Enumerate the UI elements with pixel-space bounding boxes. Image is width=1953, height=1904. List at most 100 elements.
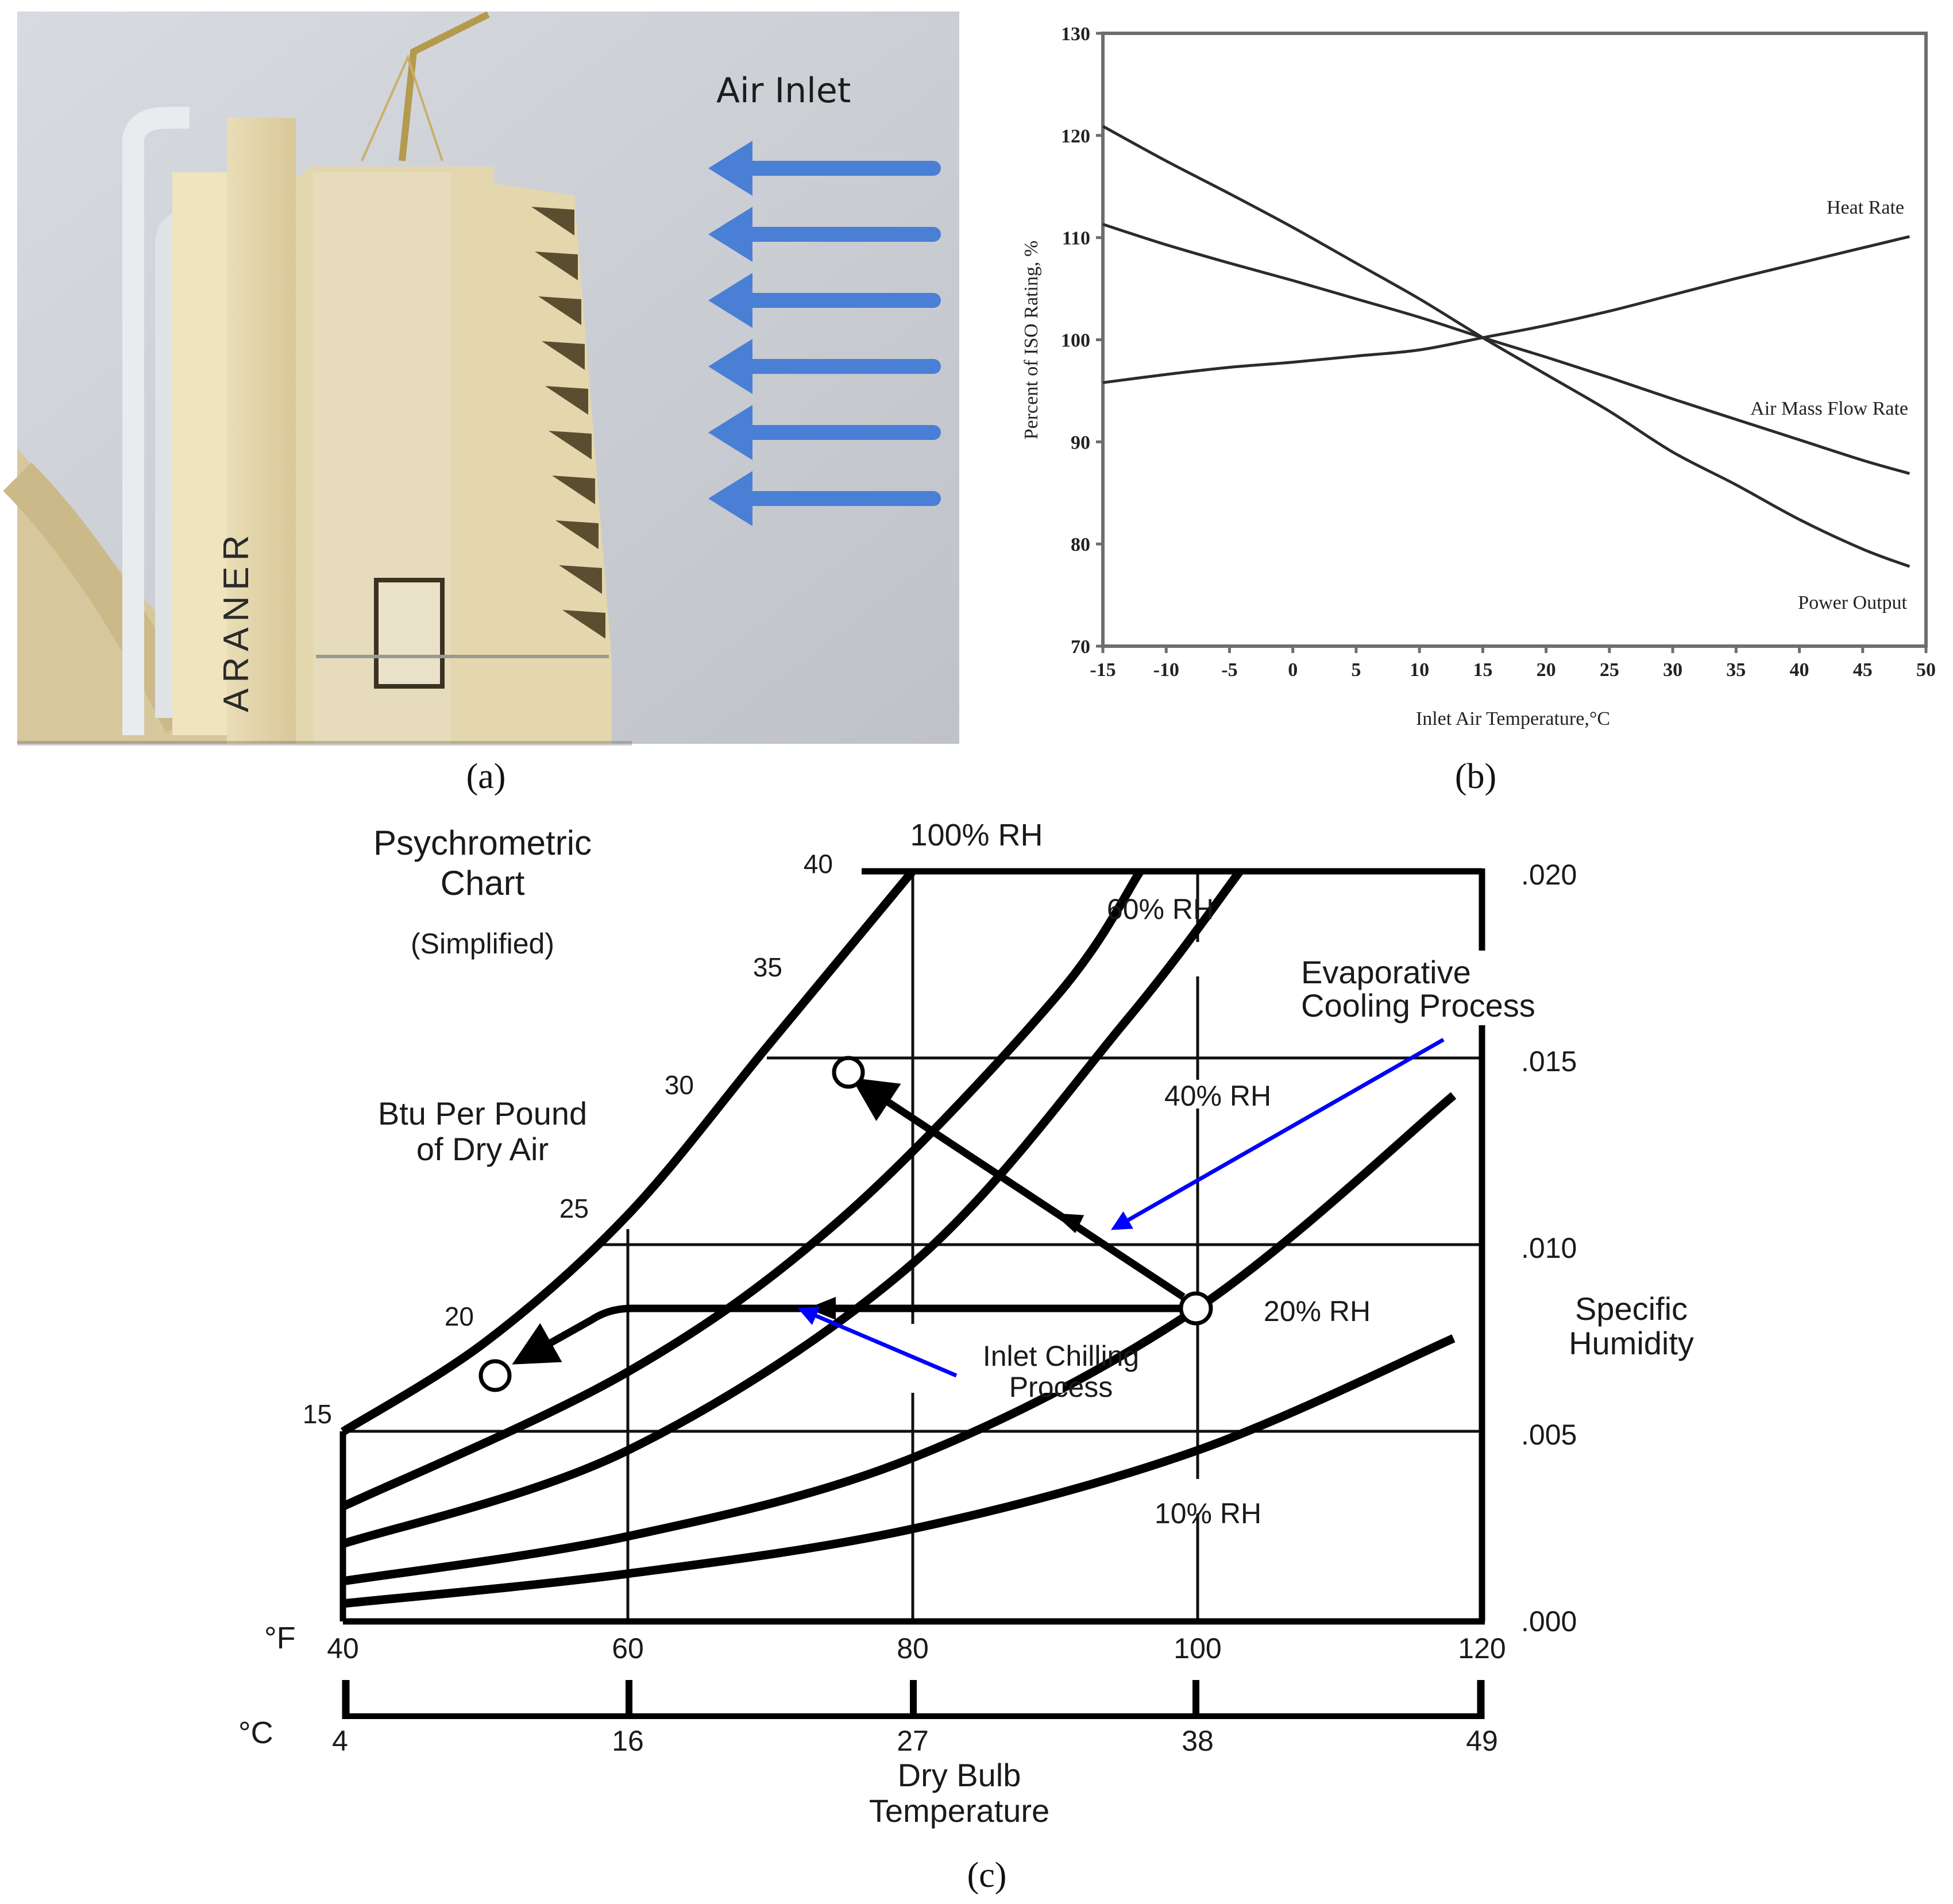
louver-shadow [535, 252, 578, 280]
side-column [172, 172, 230, 735]
x-tick-label: 15 [1473, 659, 1492, 681]
psych-subtitle: (Simplified) [411, 928, 554, 960]
panel-a-photo: ARANER Air Inlet [3, 11, 959, 746]
enthalpy-tick-35: 35 [753, 952, 782, 982]
c-tick-16: 16 [612, 1725, 644, 1757]
rh-label-20: 20% RH [1264, 1295, 1371, 1327]
crane-cables [361, 54, 443, 161]
x-tick-label: 5 [1351, 659, 1361, 681]
x-tick-label: -10 [1153, 659, 1179, 681]
label-air-mass-flow-rate: Air Mass Flow Rate [1750, 398, 1908, 419]
inlet-arrow-head-icon [708, 141, 752, 196]
x-tick-label: 25 [1600, 659, 1619, 681]
inlet-arrow-head-icon [708, 273, 752, 328]
series-power-output [1102, 125, 1910, 568]
series-air-mass-flow-rate [1102, 223, 1910, 475]
vertical-pipe-1 [122, 107, 190, 735]
evaporative-cooling-process-line [851, 1077, 1186, 1300]
chart-b-y-axis-label: Percent of ISO Rating, % [1021, 241, 1042, 440]
psych-title-line1: Psychrometric [373, 824, 592, 862]
evap-mid-arrow-icon [1053, 1213, 1084, 1234]
inlet-louvers [531, 207, 605, 639]
f-tick-100: 100 [1174, 1632, 1221, 1664]
evap-label-line2: Cooling Process [1301, 987, 1535, 1024]
electrical-box [374, 578, 445, 689]
rh-curve-10 [342, 1334, 1456, 1608]
y-tick-label: 110 [1062, 228, 1090, 249]
unit-fahrenheit: °F [264, 1621, 296, 1655]
louver-shadow [555, 520, 599, 549]
f-tick-60: 60 [612, 1632, 644, 1664]
psych-frame [339, 868, 1485, 1625]
c-tick-38: 38 [1182, 1725, 1214, 1757]
chart-b-y-ticks: 70 80 90 100 110 120 130 [1061, 24, 1103, 658]
rh-curve-40 [341, 868, 1244, 1548]
caption-b: (b) [1455, 757, 1496, 796]
railing [316, 655, 609, 658]
chart-b-iso-rating: 70 80 90 100 110 120 130 -15 -10 -5 0 5 10 15 20 25 30 3… [1021, 24, 1936, 729]
tower-left-section [227, 118, 296, 744]
chill-annotation-arrow [797, 1306, 958, 1378]
y-tick-label: 90 [1071, 432, 1090, 453]
sh-label-line1: Specific [1575, 1291, 1688, 1327]
evap-label-line1: Evaporative [1301, 954, 1471, 990]
rh-label-60: 60% RH [1107, 893, 1214, 925]
inlet-chilling-process-line [512, 1304, 1183, 1365]
series-heat-rate [1102, 235, 1910, 384]
sh-tick-000: .000 [1521, 1605, 1577, 1637]
enthalpy-tick-25: 25 [559, 1194, 589, 1223]
y-tick-label: 130 [1061, 24, 1090, 45]
louver-shadow [562, 610, 605, 639]
rh-label-40: 40% RH [1164, 1080, 1271, 1112]
chart-b-series [1102, 125, 1910, 568]
chart-b-x-ticks: -15 -10 -5 0 5 10 15 20 25 30 35 40 45 50 [1090, 646, 1936, 681]
rh-curve-100 [341, 868, 916, 1436]
f-tick-80: 80 [897, 1632, 929, 1664]
f-tick-120: 120 [1458, 1632, 1506, 1664]
y-tick-label: 80 [1071, 534, 1090, 555]
state-point-chilled [478, 1359, 512, 1392]
x-tick-label: -5 [1221, 659, 1237, 681]
x-tick-label: 45 [1853, 659, 1873, 681]
state-point-evap-cooled [832, 1056, 865, 1089]
araner-brand-text: ARANER [217, 530, 256, 712]
caption-a: (a) [466, 757, 506, 796]
rh-curve-60 [341, 868, 1144, 1511]
c-tick-4: 4 [332, 1725, 348, 1757]
x-tick-label: 10 [1410, 659, 1429, 681]
x-tick-label: 30 [1663, 659, 1682, 681]
louver-shadow [552, 476, 595, 504]
dry-bulb-label-line2: Temperature [869, 1793, 1049, 1829]
chilling-mid-arrow-icon [807, 1297, 836, 1320]
louver-shadow [549, 431, 592, 459]
rh-curves [341, 868, 1457, 1608]
enthalpy-label-line1: Btu Per Pound [378, 1095, 587, 1131]
x-tick-label: 50 [1916, 659, 1936, 681]
x-tick-label: 40 [1790, 659, 1809, 681]
x-tick-label: 35 [1726, 659, 1746, 681]
inlet-arrow-head-icon [708, 405, 752, 460]
inlet-arrow-head-icon [708, 207, 752, 262]
enthalpy-tick-40: 40 [804, 849, 833, 879]
dry-bulb-label-line1: Dry Bulb [898, 1757, 1021, 1793]
crane-arm [399, 11, 490, 161]
c-tick-27: 27 [897, 1725, 929, 1757]
evap-annotation-arrow [1110, 1037, 1445, 1230]
sh-tick-005: .005 [1521, 1419, 1577, 1451]
louver-shadow [559, 565, 602, 594]
enthalpy-tick-20: 20 [445, 1301, 474, 1331]
rh-label-10: 10% RH [1155, 1497, 1261, 1530]
c-tick-49: 49 [1466, 1725, 1498, 1757]
platform-shadow [17, 741, 632, 746]
x-tick-label: 0 [1288, 659, 1298, 681]
enthalpy-tick-15: 15 [303, 1399, 332, 1429]
rh-curve-20 [342, 1092, 1457, 1586]
x-tick-label: 20 [1537, 659, 1556, 681]
chart-b-frame [1101, 32, 1928, 648]
louver-shadow [538, 296, 581, 325]
sh-label-line2: Humidity [1569, 1325, 1694, 1361]
unit-celsius: °C [238, 1716, 273, 1750]
state-point-initial [1179, 1291, 1213, 1326]
louver-shadow [545, 386, 588, 415]
